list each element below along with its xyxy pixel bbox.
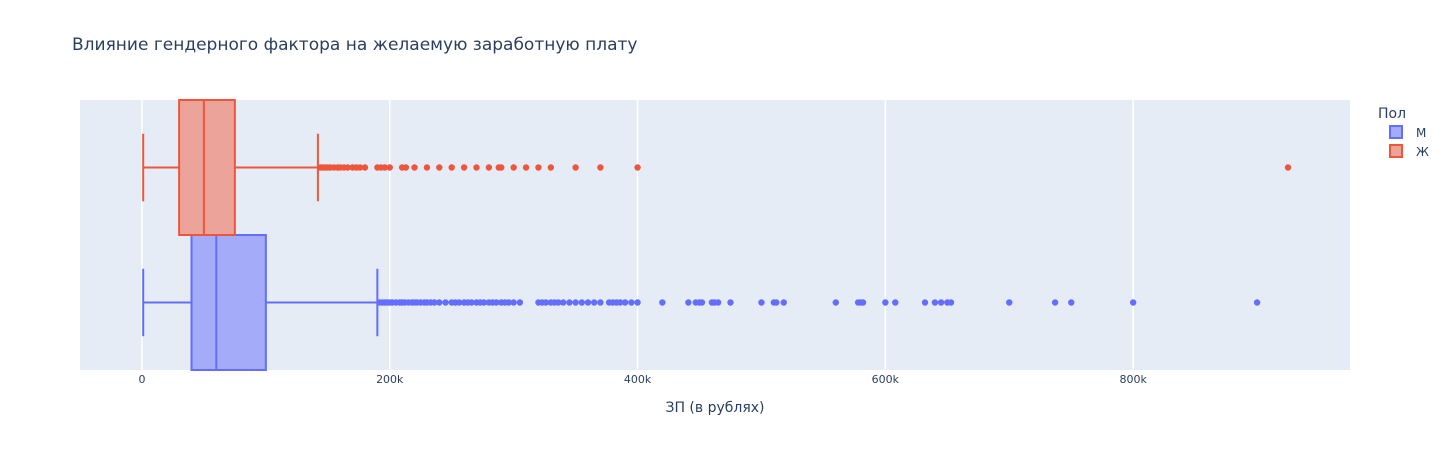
outlier-point bbox=[473, 164, 480, 171]
outlier-point bbox=[1006, 299, 1013, 306]
iqr-box bbox=[190, 234, 267, 371]
outlier-point bbox=[356, 164, 364, 171]
x-tick-label: 400k bbox=[624, 373, 652, 386]
gridlines bbox=[141, 100, 1134, 370]
legend-title: Пол bbox=[1378, 106, 1406, 122]
x-tick-label: 0 bbox=[138, 373, 145, 386]
x-tick-label: 800k bbox=[1119, 373, 1147, 386]
outlier-point bbox=[522, 164, 530, 171]
outlier-point bbox=[578, 299, 586, 306]
outlier-point bbox=[590, 299, 598, 306]
outlier-point bbox=[480, 299, 488, 306]
outlier-point bbox=[498, 164, 505, 171]
outlier-point bbox=[442, 299, 449, 306]
outlier-point bbox=[555, 299, 562, 306]
outlier-point bbox=[344, 164, 351, 171]
outlier-point bbox=[560, 299, 567, 306]
outlier-point bbox=[634, 299, 641, 306]
outlier-point bbox=[1068, 299, 1075, 306]
outlier-point bbox=[1129, 299, 1137, 306]
legend-swatch-m bbox=[1389, 125, 1403, 139]
outlier-point bbox=[572, 164, 579, 171]
outlier-point bbox=[436, 299, 443, 306]
box-zh bbox=[142, 99, 1292, 236]
outlier-point bbox=[882, 299, 889, 306]
outlier-point bbox=[773, 299, 780, 306]
outlier-point bbox=[468, 299, 475, 306]
outlier-point bbox=[892, 299, 899, 306]
outlier-point bbox=[535, 164, 542, 171]
outlier-point bbox=[361, 164, 369, 171]
outlier-point bbox=[516, 299, 524, 306]
outlier-point bbox=[381, 164, 388, 171]
outlier-point bbox=[617, 299, 624, 306]
legend-label-zh: Ж bbox=[1416, 145, 1429, 159]
outlier-point bbox=[758, 299, 765, 306]
outlier-point bbox=[859, 299, 867, 306]
legend-item-m[interactable]: М bbox=[1389, 125, 1426, 140]
outlier-point bbox=[937, 299, 945, 306]
outlier-point bbox=[921, 299, 929, 306]
outlier-point bbox=[431, 299, 438, 306]
outlier-point bbox=[1253, 299, 1261, 306]
iqr-box bbox=[178, 99, 236, 236]
x-tick-label: 200k bbox=[376, 373, 404, 386]
outlier-point bbox=[505, 299, 512, 306]
outlier-point bbox=[493, 299, 500, 306]
outlier-point bbox=[584, 299, 592, 306]
outlier-point bbox=[448, 164, 455, 171]
legend-swatch-zh bbox=[1389, 144, 1403, 158]
outlier-point bbox=[1051, 299, 1059, 306]
outlier-point bbox=[402, 164, 410, 171]
outlier-point bbox=[780, 299, 787, 306]
outlier-point bbox=[436, 164, 443, 171]
outlier-point bbox=[727, 299, 734, 306]
plot-area bbox=[80, 100, 1350, 370]
outlier-point bbox=[634, 164, 641, 171]
legend: Пол М Ж bbox=[1378, 106, 1429, 159]
outlier-point bbox=[386, 164, 393, 171]
outlier-point bbox=[460, 164, 468, 171]
outlier-point bbox=[621, 299, 629, 306]
box-m bbox=[142, 234, 1261, 371]
outlier-point bbox=[714, 299, 722, 306]
outlier-point bbox=[931, 299, 939, 306]
outlier-point bbox=[485, 164, 493, 171]
outlier-point bbox=[597, 164, 604, 171]
outlier-point bbox=[628, 299, 635, 306]
outlier-point bbox=[1284, 164, 1292, 171]
outlier-point bbox=[547, 164, 555, 171]
outlier-point bbox=[510, 164, 517, 171]
x-tick-label: 600k bbox=[872, 373, 900, 386]
outlier-point bbox=[659, 299, 666, 306]
outlier-point bbox=[566, 299, 573, 306]
outlier-point bbox=[597, 299, 604, 306]
outlier-point bbox=[685, 299, 692, 306]
outlier-point bbox=[423, 164, 431, 171]
outlier-point bbox=[542, 299, 550, 306]
legend-label-m: М bbox=[1416, 126, 1426, 140]
tick-labels: 0 200k 400k 600k 800k bbox=[138, 373, 1147, 386]
boxes bbox=[142, 99, 1292, 371]
outlier-point bbox=[832, 299, 840, 306]
legend-item-zh[interactable]: Ж bbox=[1389, 144, 1429, 159]
outlier-point bbox=[455, 299, 463, 306]
outlier-point bbox=[947, 299, 955, 306]
outlier-point bbox=[510, 299, 517, 306]
chart-title: Влияние гендерного фактора на желаемую з… bbox=[72, 35, 637, 55]
outlier-point bbox=[572, 299, 579, 306]
x-axis-label: ЗП (в рублях) bbox=[665, 400, 764, 416]
outlier-point bbox=[698, 299, 706, 306]
outlier-point bbox=[411, 164, 418, 171]
